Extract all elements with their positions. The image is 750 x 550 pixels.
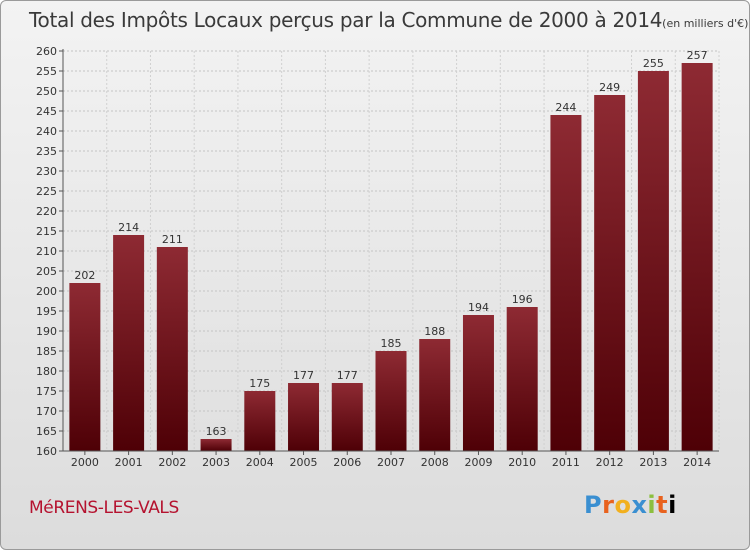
- bar-2002: [156, 247, 188, 451]
- chart-subtitle: (en milliers d'€): [662, 17, 749, 30]
- bar-2005: [288, 383, 320, 451]
- bar-2008: [419, 339, 451, 451]
- y-tick-label: 215: [36, 225, 57, 238]
- x-tick-label: 2008: [421, 456, 449, 469]
- x-tick-label: 2002: [158, 456, 186, 469]
- bar-2007: [375, 351, 407, 451]
- bar-2004: [244, 391, 276, 451]
- bar-2010: [506, 307, 538, 451]
- bar-value-label: 188: [424, 325, 445, 338]
- commune-name: MéRENS-LES-VALS: [29, 498, 179, 518]
- y-tick-label: 240: [36, 125, 57, 138]
- y-tick-label: 175: [36, 385, 57, 398]
- bar-2013: [637, 71, 669, 451]
- x-tick-label: 2014: [683, 456, 711, 469]
- y-tick-label: 185: [36, 345, 57, 358]
- logo-letter: r: [602, 491, 615, 519]
- y-tick-label: 205: [36, 265, 57, 278]
- chart-title-text: Total des Impôts Locaux perçus par la Co…: [29, 8, 663, 32]
- bar-value-label: 163: [206, 425, 227, 438]
- bar-2003: [200, 439, 232, 451]
- bar-2000: [69, 283, 101, 451]
- x-tick-label: 2004: [246, 456, 274, 469]
- y-tick-label: 260: [36, 45, 57, 58]
- bar-value-label: 175: [249, 377, 270, 390]
- logo-letter: P: [584, 491, 603, 519]
- y-tick-label: 165: [36, 425, 57, 438]
- x-tick-label: 2001: [115, 456, 143, 469]
- x-tick-label: 2010: [508, 456, 536, 469]
- bar-value-label: 202: [74, 269, 95, 282]
- bar-value-label: 244: [555, 101, 576, 114]
- bar-value-label: 211: [162, 233, 183, 246]
- y-tick-label: 180: [36, 365, 57, 378]
- x-tick-label: 2003: [202, 456, 230, 469]
- bar-2012: [594, 95, 626, 451]
- bar-value-label: 177: [293, 369, 314, 382]
- x-tick-label: 2000: [71, 456, 99, 469]
- y-tick-label: 245: [36, 105, 57, 118]
- bar-value-label: 196: [512, 293, 533, 306]
- x-axis: 2000 2001 2002 2003 2004 2005 2006 2007 2008 2009…: [63, 450, 719, 469]
- y-tick-label: 190: [36, 325, 57, 338]
- y-tick-label: 160: [36, 445, 57, 458]
- x-tick-label: 2005: [290, 456, 318, 469]
- logo-letter: i: [668, 491, 677, 519]
- logo-letter: t: [656, 491, 669, 519]
- x-tick-label: 2009: [464, 456, 492, 469]
- bar-2001: [113, 235, 145, 451]
- bar-value-label: 257: [687, 49, 708, 62]
- bar-2006: [331, 383, 363, 451]
- bar-2011: [550, 115, 582, 451]
- y-axis: 160 165 170 175 180 185 190 195 200 205 210 215 220 2…: [36, 45, 64, 458]
- bar-value-label: 214: [118, 221, 139, 234]
- logo-letter: x: [631, 491, 648, 519]
- bar-2009: [462, 315, 494, 451]
- logo-letter: i: [647, 491, 657, 519]
- x-tick-label: 2006: [333, 456, 361, 469]
- bar-value-label: 185: [381, 337, 402, 350]
- proxiti-logo: Proxiti: [584, 491, 677, 519]
- y-tick-label: 210: [36, 245, 57, 258]
- logo-letter: o: [614, 491, 632, 519]
- bar-value-label: 177: [337, 369, 358, 382]
- bar-value-label: 194: [468, 301, 489, 314]
- x-tick-label: 2011: [552, 456, 580, 469]
- x-tick-label: 2013: [639, 456, 667, 469]
- y-tick-label: 170: [36, 405, 57, 418]
- y-tick-label: 250: [36, 85, 57, 98]
- y-tick-label: 200: [36, 285, 57, 298]
- y-tick-label: 255: [36, 65, 57, 78]
- y-tick-label: 220: [36, 205, 57, 218]
- chart-title: Total des Impôts Locaux perçus par la Co…: [29, 8, 748, 32]
- bar-value-label: 255: [643, 57, 664, 70]
- y-tick-label: 235: [36, 145, 57, 158]
- y-tick-label: 225: [36, 185, 57, 198]
- y-tick-label: 195: [36, 305, 57, 318]
- x-tick-label: 2007: [377, 456, 405, 469]
- bars: 202 214 211 163 175 177 177 185 188 194 196 244 249 2…: [69, 49, 713, 451]
- bar-value-label: 249: [599, 81, 620, 94]
- x-tick-label: 2012: [596, 456, 624, 469]
- y-tick-label: 230: [36, 165, 57, 178]
- bar-2014: [681, 63, 713, 451]
